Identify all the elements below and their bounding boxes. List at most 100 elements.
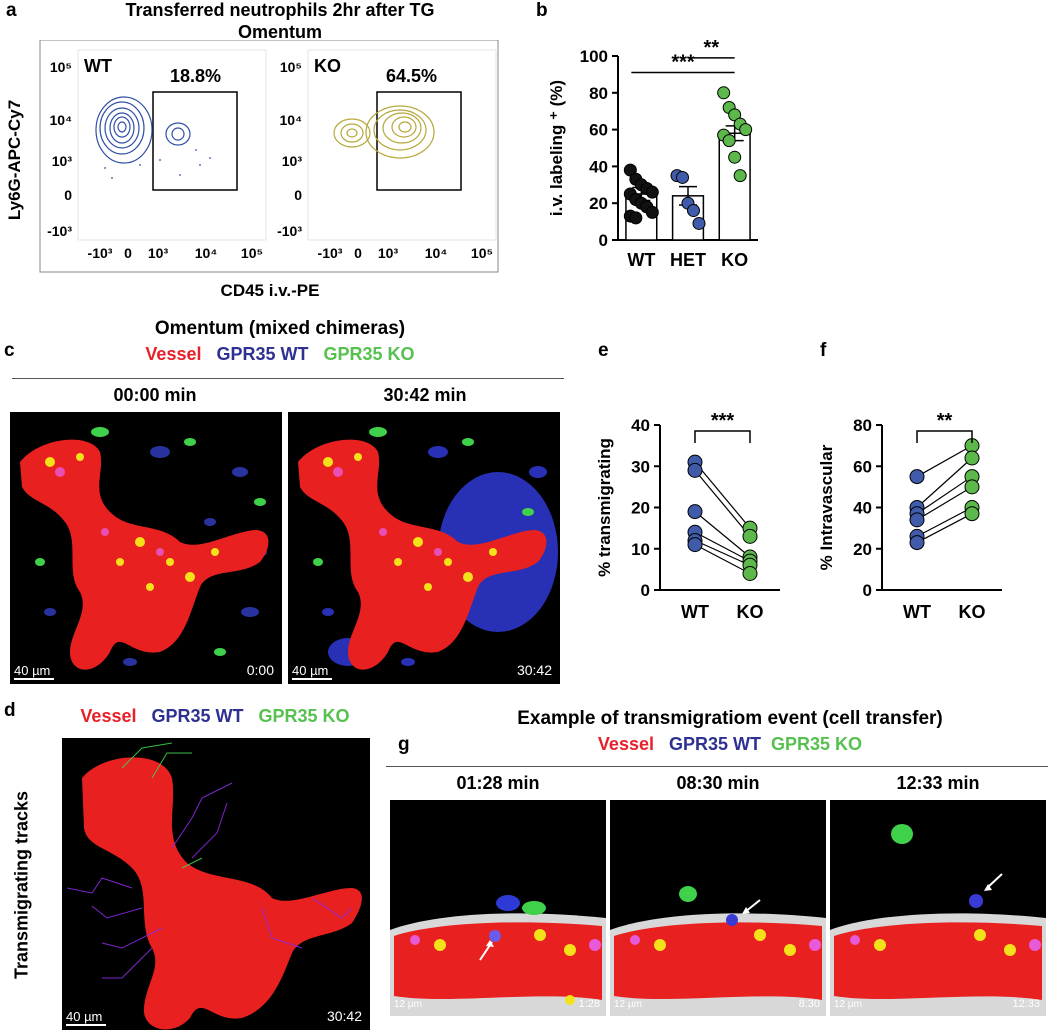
flow-frame: [39, 40, 499, 273]
pair-line: [694, 531, 751, 562]
frame-g3-time: 12:33 min: [896, 773, 980, 793]
data-point-wt: [687, 504, 703, 520]
y-tick-label: 40: [589, 157, 608, 176]
pair-line: [694, 511, 751, 558]
frame-g2-time: 08:30 min: [676, 773, 760, 793]
y-tick-label: 0: [641, 581, 650, 600]
left-gate-percent: 18.8%: [170, 66, 221, 86]
scale-bar-label: 40 µm: [292, 663, 329, 678]
flow-cytometry-plots: Ly6G-APC-Cy7 10⁵ 10⁴ 10³ 0 -10³ 10⁵ 10⁴ …: [5, 40, 499, 300]
panel-label-g: g: [398, 734, 410, 755]
legend-ko: GPR35 KO: [323, 344, 415, 364]
y-tick-label: 80: [853, 416, 872, 435]
time-stamp: 30:42: [516, 662, 552, 678]
data-point: [645, 205, 659, 219]
panel-d-legend: Vessel GPR35 WT GPR35 KO: [40, 706, 390, 727]
x-tick: 10⁴: [425, 245, 448, 261]
y-tick-label: 60: [853, 457, 872, 476]
x-tick-label: KO: [959, 602, 986, 622]
data-point: [739, 123, 753, 137]
data-point: [645, 185, 659, 199]
legend-wt: GPR35 WT: [151, 706, 244, 726]
panel-label-d: d: [4, 700, 16, 721]
left-scatter-dots: [104, 149, 211, 179]
panel-label-a: a: [6, 0, 17, 21]
time-stamp: 1:28: [578, 998, 600, 1010]
significance-bracket: [694, 430, 751, 443]
time-stamp: 8:30: [798, 998, 820, 1010]
y-tick-label: 100: [580, 47, 608, 66]
time-stamp: 12:33: [1012, 998, 1040, 1010]
data-point-ko: [742, 528, 758, 544]
legend-wt: GPR35 WT: [216, 344, 309, 364]
vessel-render: [298, 427, 558, 670]
pair-line: [916, 513, 973, 544]
y-tick-label: 20: [589, 194, 608, 213]
pair-line: [916, 445, 973, 478]
x-tick: 10⁵: [471, 245, 493, 261]
data-point-ko: [964, 450, 980, 466]
panel-g-title: Example of transmigratiom event (cell tr…: [517, 708, 943, 729]
data-point: [733, 169, 747, 183]
time-stamp: 30:42: [326, 1008, 362, 1024]
panel-d-side-label-box: Transmigrating tracks: [2, 740, 42, 1030]
frame-c2-time: 30:42 min: [383, 385, 467, 405]
left-plot-area: [77, 49, 267, 241]
panel-c-divider: [12, 378, 564, 379]
data-point: [692, 216, 706, 230]
scale-bar-label: 40 µm: [66, 1009, 103, 1024]
x-tick-label: WT: [681, 602, 709, 622]
y-tick: 10⁵: [280, 59, 302, 75]
panel-g-legend: Vessel GPR35 WT GPR35 KO: [450, 734, 1010, 755]
left-gate: [152, 91, 238, 191]
x-tick: -10³: [318, 245, 343, 261]
right-x-ticks: -10³ 0 10³ 10⁴ 10⁵: [318, 245, 494, 261]
pair-line: [916, 486, 973, 521]
significance-bracket: [916, 430, 973, 443]
y-axis-label: i.v. labeling ⁺ (%): [547, 80, 566, 216]
y-tick-label: 60: [589, 121, 608, 140]
scale-bar-label: 12 µm: [614, 999, 642, 1010]
pair-line: [916, 476, 973, 515]
right-y-ticks: 10⁵ 10⁴ 10³ 0 -10³: [277, 59, 302, 239]
x-tick-label: WT: [903, 602, 931, 622]
data-point: [629, 211, 643, 225]
significance-label: ***: [671, 52, 695, 74]
data-point-ko: [964, 479, 980, 495]
y-tick: -10³: [277, 223, 302, 239]
pair-line: [694, 469, 751, 537]
left-x-ticks: -10³ 0 10³ 10⁴ 10⁵: [88, 245, 264, 261]
y-axis-label: % transmigrating: [595, 438, 614, 577]
flow-ylabel: Ly6G-APC-Cy7: [5, 100, 24, 220]
y-tick-label: 0: [863, 581, 872, 600]
significance-label: ***: [711, 410, 735, 432]
x-tick-label: WT: [627, 250, 655, 270]
data-point-ko: [964, 506, 980, 522]
x-tick: 10⁴: [195, 245, 218, 261]
data-point-ko: [742, 566, 758, 581]
data-point: [722, 134, 736, 148]
y-tick: -10³: [47, 223, 72, 239]
scale-bar-label: 40 µm: [14, 663, 51, 678]
legend-vessel: Vessel: [145, 344, 202, 364]
data-point: [687, 204, 700, 218]
pair-line: [916, 457, 973, 508]
x-tick: 10³: [148, 245, 169, 261]
y-tick-label: 40: [853, 499, 872, 518]
panel-a-title-2: Omentum: [237, 22, 322, 42]
transmigration-frame: [830, 824, 1046, 1016]
left-plot-genotype: WT: [84, 56, 112, 76]
y-tick: 10⁴: [50, 112, 73, 128]
y-tick-label: 30: [631, 457, 650, 476]
y-tick-label: 20: [631, 499, 650, 518]
scale-bar: [292, 678, 332, 680]
right-plot-area: [307, 49, 497, 241]
y-axis-label: % Intravascular: [817, 444, 836, 570]
right-plot-genotype: KO: [314, 56, 341, 76]
right-gate-percent: 64.5%: [386, 66, 437, 86]
pair-line: [694, 539, 751, 566]
significance-label: **: [937, 410, 953, 432]
panel-a-title-1: Transferred neutrophils 2hr after TG: [125, 0, 435, 20]
x-tick: 0: [354, 245, 362, 261]
x-tick: -10³: [88, 245, 113, 261]
